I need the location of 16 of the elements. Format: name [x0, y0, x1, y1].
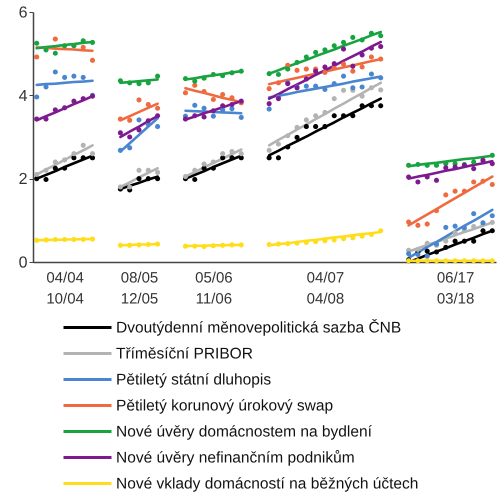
legend-label: Dvoutýdenní měnovepolitická sazba ČNB	[116, 318, 402, 336]
legend-label: Pětiletý státní dluhopis	[116, 372, 272, 388]
legend-label: Nové úvěry domácnostem na bydlení	[116, 424, 373, 440]
legend-label: Nové vklady domácností na běžných účtech	[116, 476, 418, 492]
y-tick-label: 4	[18, 88, 28, 105]
x-tick-label: 06/17 03/18	[436, 270, 474, 308]
x-tick-label: 04/07 04/08	[306, 270, 344, 308]
legend-label: Pětiletý korunový úrokový swap	[116, 398, 334, 414]
y-tick-label: 2	[18, 171, 28, 188]
x-tick-label: 04/04 10/04	[46, 270, 84, 308]
legend-label: Nové úvěry nefinančním podnikům	[116, 450, 355, 466]
y-tick-label: 0	[18, 254, 28, 272]
x-tick-label: 08/05 12/05	[120, 270, 158, 308]
x-tick-label: 05/06 11/06	[195, 270, 233, 308]
legend-label: Tříměsíční PRIBOR	[116, 346, 253, 362]
y-tick-label: 6	[18, 4, 28, 22]
